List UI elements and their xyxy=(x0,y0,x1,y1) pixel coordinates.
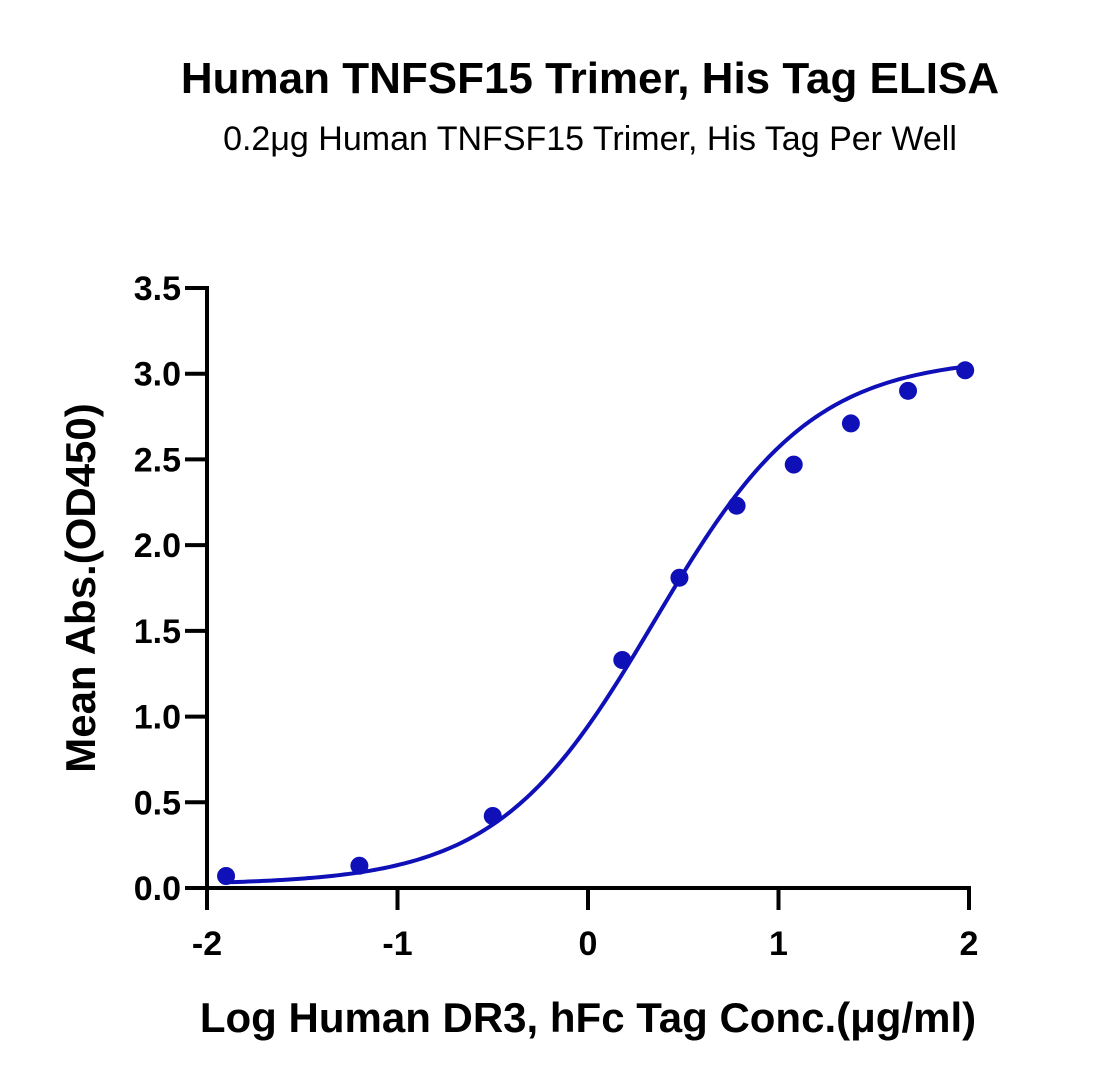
y-tick-label: 3.5 xyxy=(134,270,181,308)
data-point xyxy=(956,361,975,380)
y-tick-label: 3.0 xyxy=(134,356,181,394)
data-point xyxy=(613,651,632,669)
data-point xyxy=(727,496,746,515)
y-axis-label: Mean Abs.(OD450) xyxy=(57,403,104,773)
data-point xyxy=(899,381,918,400)
data-points-layer xyxy=(217,361,975,885)
data-point xyxy=(483,807,502,825)
fit-curve xyxy=(224,364,971,885)
y-tick-label: 1.5 xyxy=(134,613,181,651)
y-tick-label: 0.5 xyxy=(134,784,181,822)
data-point xyxy=(217,867,236,885)
y-tick-label: 0.0 xyxy=(134,870,181,908)
data-point xyxy=(670,568,689,587)
y-tick-label: 2.0 xyxy=(134,527,181,565)
data-point xyxy=(350,856,369,875)
chart-subtitle: 0.2μg Human TNFSF15 Trimer, His Tag Per … xyxy=(223,120,957,158)
y-tick-label: 2.5 xyxy=(134,441,181,479)
y-tick-label: 1.0 xyxy=(134,699,181,737)
y-axis: 0.0 0.5 1.0 1.5 2.0 2.5 3.0 3.5 xyxy=(134,270,209,908)
x-tick-label: 2 xyxy=(960,925,979,963)
x-axis-label: Log Human DR3, hFc Tag Conc.(μg/ml) xyxy=(200,994,976,1041)
data-point xyxy=(784,455,803,474)
x-axis: -2 -1 0 1 2 xyxy=(192,886,979,963)
x-tick-label: -1 xyxy=(382,925,412,963)
x-tick-label: 1 xyxy=(769,925,788,963)
x-tick-label: -2 xyxy=(192,925,222,963)
x-tick-label: 0 xyxy=(579,925,598,963)
data-point xyxy=(841,414,860,433)
chart-title: Human TNFSF15 Trimer, His Tag ELISA xyxy=(181,54,999,103)
fit-curve-layer xyxy=(224,364,971,885)
